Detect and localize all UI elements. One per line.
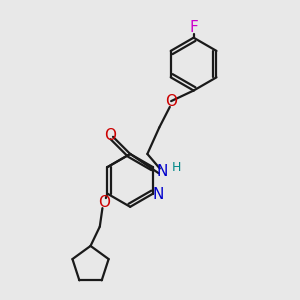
Text: F: F: [189, 20, 198, 34]
Text: H: H: [172, 161, 181, 174]
Text: N: N: [152, 187, 164, 202]
Text: N: N: [156, 164, 168, 178]
Text: O: O: [98, 195, 110, 210]
Text: O: O: [165, 94, 177, 109]
Text: O: O: [104, 128, 116, 143]
